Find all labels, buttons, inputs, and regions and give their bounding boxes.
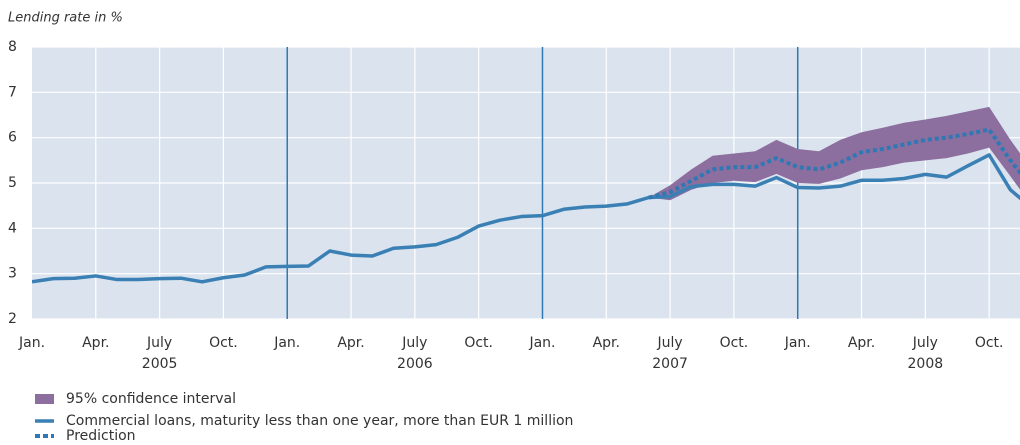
y-axis-title: Lending rate in % (8, 11, 123, 26)
y-tick-label: 5 (8, 175, 17, 191)
legend-label: Prediction (66, 428, 136, 444)
x-tick-label: Apr. (337, 335, 364, 351)
x-tick-label: Oct. (975, 335, 1004, 351)
y-tick-label: 2 (8, 311, 17, 327)
x-tick-label: Apr. (593, 335, 620, 351)
legend-swatch (35, 394, 54, 404)
x-tick-label: Jan. (784, 335, 811, 351)
y-tick-label: 8 (8, 39, 17, 55)
x-tick-label: Oct. (209, 335, 238, 351)
x-tick-label: Oct. (464, 335, 493, 351)
x-tick-label: July (657, 335, 683, 351)
y-tick-label: 4 (8, 220, 17, 236)
y-tick-label: 6 (8, 130, 17, 146)
x-tick-label: Jan. (273, 335, 300, 351)
legend-label: 95% confidence interval (66, 391, 236, 407)
x-tick-label: Apr. (848, 335, 875, 351)
data-line (32, 153, 1020, 284)
x-tick-label: July (912, 335, 938, 351)
x-tick-label: Apr. (82, 335, 109, 351)
prediction-line (648, 127, 1020, 200)
x-tick-label: July (146, 335, 172, 351)
y-tick-label: 3 (8, 266, 17, 282)
x-group-label: 2008 (908, 356, 944, 372)
x-group-label: 2005 (142, 356, 178, 372)
y-tick-label: 7 (8, 84, 17, 100)
x-tick-label: Jan. (18, 335, 45, 351)
x-tick-label: July (401, 335, 427, 351)
x-group-label: 2006 (397, 356, 433, 372)
confidence-band (648, 106, 1020, 201)
x-tick-label: Oct. (720, 335, 749, 351)
legend-label: Commercial loans, maturity less than one… (66, 413, 573, 429)
x-group-label: 2007 (652, 356, 688, 372)
x-tick-label: Jan. (528, 335, 555, 351)
